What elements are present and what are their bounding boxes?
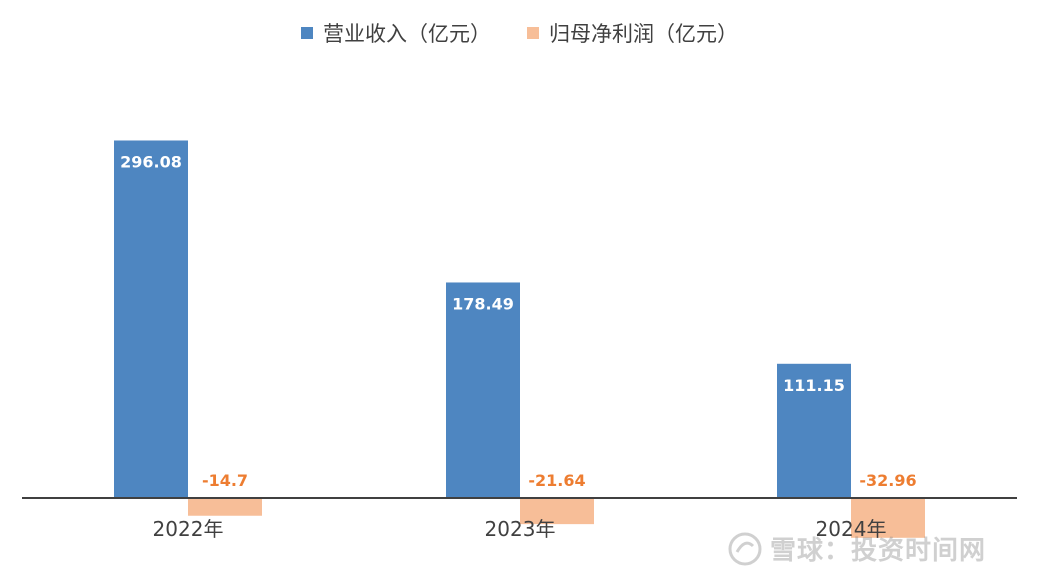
chart-legend: 营业收入（亿元） 归母净利润（亿元） [0,18,1039,48]
revenue-value-label-1: 178.49 [452,294,514,313]
legend-item-revenue: 营业收入（亿元） [301,18,491,48]
net-profit-value-label-1: -21.64 [528,471,585,490]
x-tick-label-2: 2024年 [816,517,887,541]
net-profit-bar-2 [851,498,925,538]
net-profit-value-label-0: -14.7 [202,471,248,490]
watermark-text: 雪球：投资时间网 [770,536,987,566]
watermark: 雪球：投资时间网 [728,530,986,567]
revenue-bar-0 [114,140,188,498]
legend-label-net-profit: 归母净利润（亿元） [549,22,738,46]
revenue-bar-2 [777,363,851,498]
legend-swatch-revenue [301,27,313,39]
legend-label-revenue: 营业收入（亿元） [323,22,491,46]
snowball-logo-icon [728,532,762,565]
net-profit-value-label-2: -32.96 [859,471,916,490]
legend-swatch-net-profit [527,27,539,39]
x-tick-label-1: 2023年 [485,517,556,541]
net-profit-bar-1 [520,498,594,525]
x-tick-label-0: 2022年 [153,517,224,541]
net-profit-bar-0 [188,498,262,516]
revenue-value-label-2: 111.15 [783,376,845,395]
legend-item-net-profit: 归母净利润（亿元） [527,18,738,48]
revenue-bar-1 [446,282,520,498]
revenue-value-label-0: 296.08 [120,152,182,171]
